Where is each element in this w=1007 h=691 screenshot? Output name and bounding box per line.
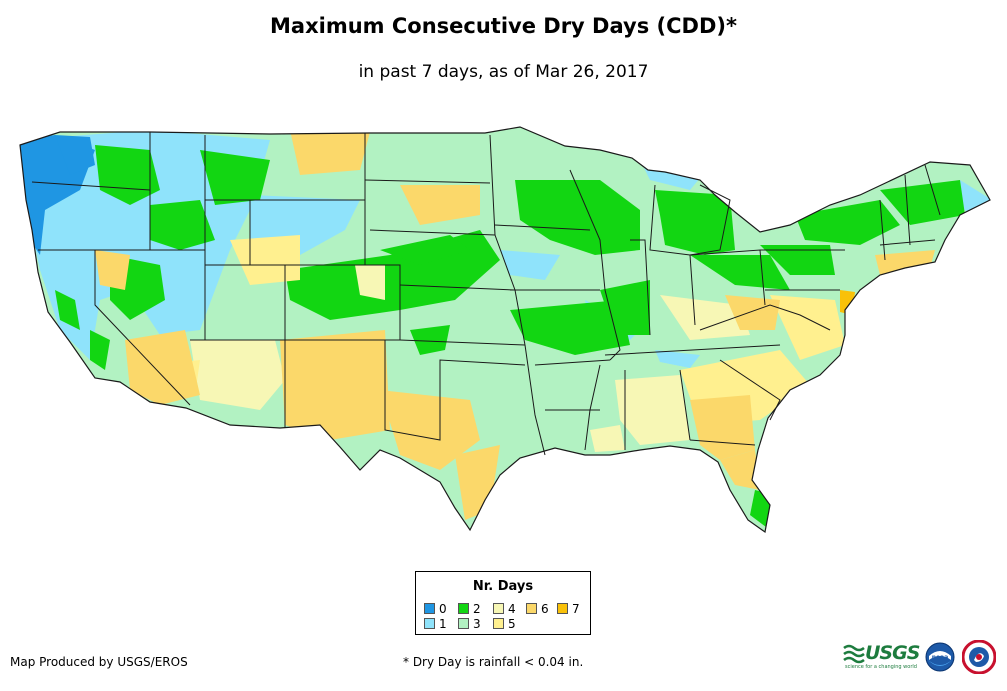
map-subtitle: in past 7 days, as of Mar 26, 2017 [358, 62, 649, 82]
cdd-zone-6-days-west-virginia [725, 295, 780, 330]
cdd-zone-1-day-tennessee [655, 350, 700, 368]
legend-title: Nr. Days [472, 579, 534, 594]
legend-label: 7 [572, 602, 580, 616]
cdd-zone-2-days-missouri [510, 300, 630, 355]
cdd-fill-layer [20, 127, 990, 532]
noaa-wordmark: noaa [932, 654, 949, 661]
map-title: Maximum Consecutive Dry Days (CDD)* [270, 14, 737, 38]
border-il-in [630, 239, 651, 336]
cdd-zone-6-days-west-texas [380, 390, 480, 470]
border-id-wy [205, 199, 251, 266]
legend-label: 4 [508, 602, 516, 616]
cdd-zone-2-days-new-england [880, 180, 965, 225]
legend-swatch [493, 618, 504, 629]
state-borders [19, 126, 991, 534]
border-colorado [285, 264, 401, 340]
cdd-zone-2-days-minnesota-wisconsin [515, 180, 640, 255]
border-mn-ia [494, 224, 591, 231]
cdd-zone-4-days-kentucky [660, 295, 750, 340]
border-ca-nv [94, 250, 191, 406]
cdd-zone-2-days-california [55, 290, 80, 330]
border-ks-ok [399, 339, 526, 346]
legend-label: 6 [541, 602, 549, 616]
border-ky-tn-nc [604, 344, 781, 356]
border-ga-fl [689, 439, 756, 446]
legend-swatch [493, 603, 504, 614]
usgs-wave-icon [843, 644, 865, 664]
border-ne-ks [399, 284, 516, 291]
legend-swatch [424, 618, 435, 629]
cdd-zone-4-days-alabama [615, 375, 690, 445]
border-ga-sc [719, 359, 781, 421]
usgs-tagline: science for a changing world [845, 664, 917, 670]
nws-logo [962, 640, 996, 674]
cdd-zone-6-days-california-desert [125, 330, 200, 405]
border-michigan-lower [649, 184, 731, 256]
legend-swatch [458, 603, 469, 614]
cdd-zone-7-days-delaware [840, 290, 855, 315]
cdd-zone-5-days-utah [230, 235, 300, 285]
cdd-zone-2-days-nebraska [380, 235, 470, 265]
border-sd-ne [369, 229, 496, 236]
legend-swatch [526, 603, 537, 614]
cdd-zone-2-days-pennsylvania [760, 245, 835, 275]
border-ny-vt-ma [879, 199, 886, 261]
cdd-zone-4-days-arizona [190, 340, 285, 410]
legend-swatch [557, 603, 568, 614]
cdd-zone-1-day-iowa [500, 250, 560, 280]
border-va-wv [699, 304, 831, 331]
border-ma-ct [879, 239, 936, 246]
usgs-wordmark: USGS [865, 642, 920, 664]
legend-swatch [424, 603, 435, 614]
border-al-ga [679, 369, 691, 441]
border-ok-ar-la [524, 344, 546, 456]
cdd-zone-2-days-new-york [795, 200, 900, 245]
legend-label: 3 [473, 617, 481, 631]
cdd-zone-0-days-washington [55, 135, 95, 175]
border-mo-ar [534, 359, 611, 366]
legend-swatch [458, 618, 469, 629]
border-mn-ia-mo-west [489, 134, 526, 346]
cdd-zone-6-days-south-dakota [400, 185, 480, 225]
border-wa-or [31, 181, 151, 191]
cdd-zone-4-days-gulf [590, 425, 625, 452]
border-ms-west [584, 364, 601, 451]
dry-day-footnote: * Dry Day is rainfall < 0.04 in. [403, 655, 584, 669]
cdd-zone-2-days-ohio [690, 255, 790, 290]
cdd-zone-6-days-montana [290, 130, 370, 175]
cdd-zone-2-days-michigan [655, 190, 735, 255]
border-mississippi-river [569, 169, 621, 361]
border-tx-panhandle [384, 340, 526, 441]
cdd-zone-2-days-california-south [90, 330, 110, 370]
cdd-zone-1-day-northwest [20, 130, 270, 360]
cdd-zone-6-days-nevada-west [95, 250, 130, 290]
cdd-zone-2-days-oklahoma-panhandle [410, 325, 450, 355]
noaa-logo: noaa [925, 642, 955, 672]
legend-label: 2 [473, 602, 481, 616]
us-outline [19, 126, 991, 534]
cdd-zone-6-days-florida [720, 450, 760, 490]
legend-label: 0 [439, 602, 447, 616]
cdd-zone-2-days-idaho [150, 200, 215, 250]
cdd-zone-6-days-new-mexico [280, 330, 390, 440]
usgs-logo: USGS science for a changing world [843, 642, 920, 672]
legend-label: 5 [508, 617, 516, 631]
map-credit: Map Produced by USGS/EROS [10, 655, 188, 669]
border-in-oh [689, 254, 696, 326]
border-nd-sd [364, 179, 491, 184]
cdd-zone-2-days-montana [200, 150, 270, 205]
border-nh-vt [904, 174, 911, 246]
border-me-nh [924, 164, 941, 216]
legend-label: 1 [439, 617, 447, 631]
legend: Nr. Days 0 1 2 3 4 5 6 7 [415, 571, 591, 635]
cdd-zone-4-days-colorado [355, 265, 385, 300]
